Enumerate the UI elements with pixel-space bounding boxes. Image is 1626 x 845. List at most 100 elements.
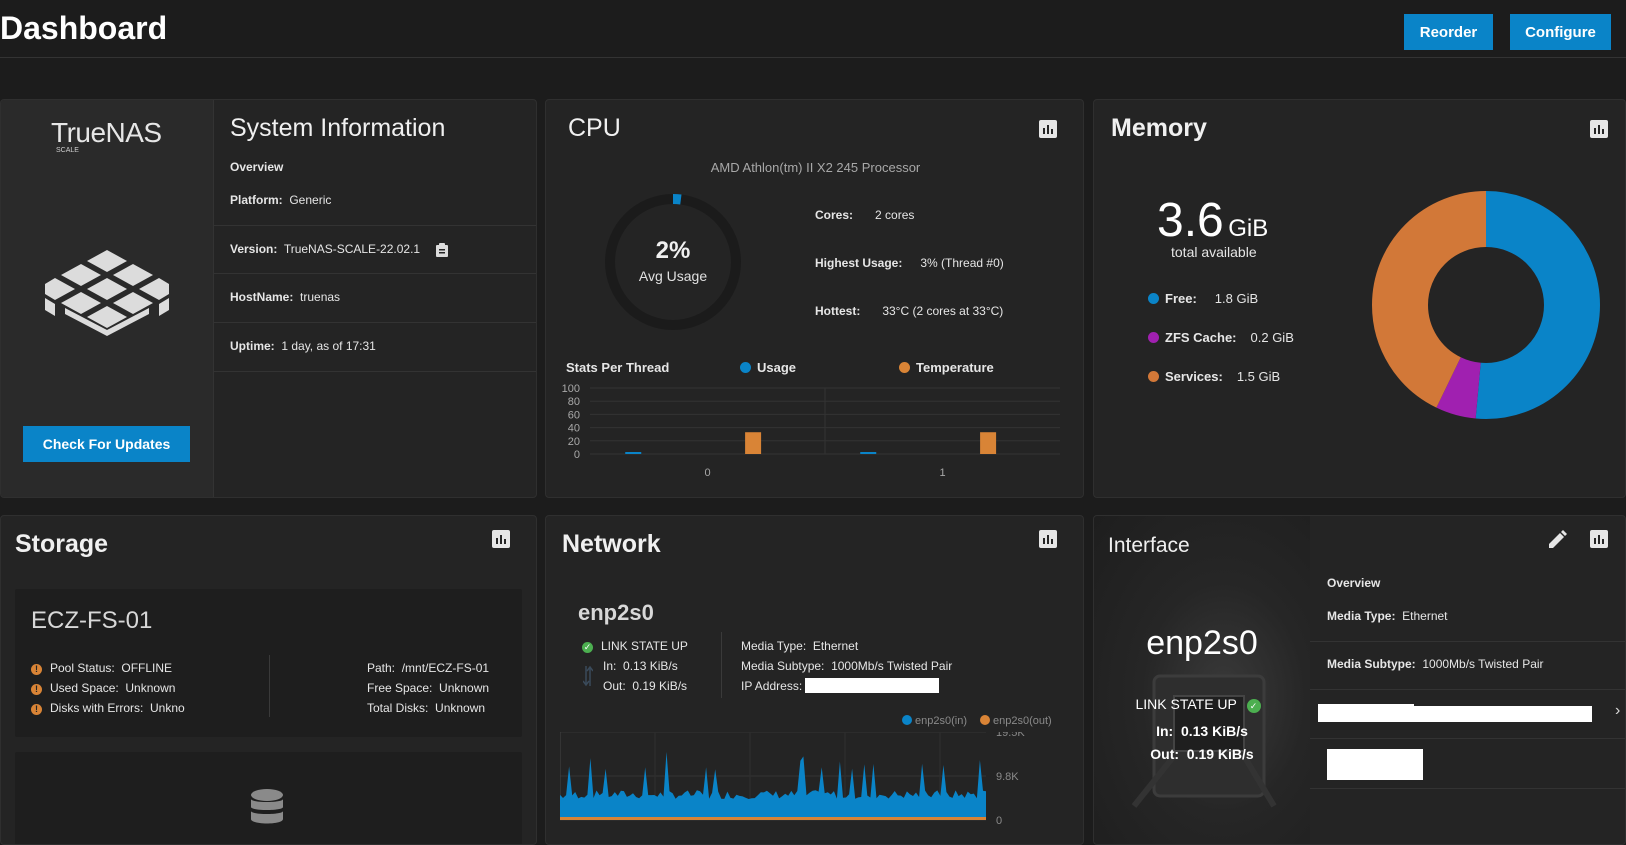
net-media-subtype-row: Media Subtype: 1000Mb/s Twisted Pair <box>741 659 952 673</box>
divider <box>269 655 270 717</box>
network-out-value: 0.19 KiB/s <box>632 679 688 693</box>
cpu-title: CPU <box>568 114 621 142</box>
version-label: Version: <box>230 242 278 256</box>
sysinfo-logo-panel: TrueNAS SCALE Check For Updates <box>1 100 214 497</box>
disks-errors-row: ! Disks with Errors: Unkno <box>31 701 185 715</box>
y-tick-label: 0 <box>996 815 1002 827</box>
memory-free-value: 1.8 GiB <box>1214 291 1259 306</box>
redacted-field <box>1318 704 1414 722</box>
cpu-hottest-value: 33°C (2 cores at 33°C) <box>882 304 1004 318</box>
clipboard-icon[interactable] <box>436 243 448 257</box>
path-value: /mnt/ECZ-FS-01 <box>401 661 490 675</box>
cpu-highest-label: Highest Usage: <box>815 256 903 270</box>
stats-per-thread-title: Stats Per Thread <box>566 360 670 375</box>
memory-free-row: Free: 1.8 GiB <box>1148 291 1258 306</box>
truenas-mark-icon <box>45 250 169 336</box>
cpu-hottest-label: Hottest: <box>815 304 861 318</box>
cpu-cores-value: 2 cores <box>875 208 915 222</box>
memory-services-value: 1.5 GiB <box>1236 369 1281 384</box>
if-media-type-label: Media Type: <box>1327 609 1396 623</box>
bar-usage-thread-0 <box>625 452 642 454</box>
platform-value: Generic <box>289 193 332 207</box>
hostname-value: truenas <box>300 290 341 304</box>
network-in-label: In: <box>603 659 617 673</box>
configure-button[interactable]: Configure <box>1510 14 1611 50</box>
legend-temperature: Temperature <box>899 360 994 375</box>
interface-in-value: 0.13 KiB/s <box>1180 723 1248 739</box>
cpu-reports-icon[interactable] <box>1039 120 1057 138</box>
pool-status-row: ! Pool Status: OFFLINE <box>31 661 172 675</box>
memory-total-caption: total available <box>1171 244 1257 260</box>
truenas-logo-sub: SCALE <box>56 147 79 154</box>
network-in-row: In: 0.13 KiB/s <box>603 659 678 673</box>
storage-reports-icon[interactable] <box>492 530 510 548</box>
series-out-area <box>560 817 986 820</box>
net-legend-out[interactable]: enp2s0(out) <box>980 715 1052 727</box>
platform-row: Platform: Generic <box>230 193 331 207</box>
legend-usage-label: Usage <box>757 360 797 375</box>
y-tick-label: 40 <box>568 423 580 435</box>
y-tick-label: 80 <box>568 396 580 408</box>
cpu-highest-row: Highest Usage: 3% (Thread #0) <box>815 256 1004 270</box>
cpu-usage-gauge <box>605 194 741 330</box>
net-media-type-row: Media Type: Ethernet <box>741 639 858 653</box>
interface-reports-icon[interactable] <box>1590 530 1608 548</box>
memory-title: Memory <box>1111 114 1207 142</box>
network-card: Network enp2s0 ✓ LINK STATE UP In: 0.13 K… <box>545 515 1084 845</box>
reorder-button[interactable]: Reorder <box>1404 14 1493 50</box>
total-disks-label: Total Disks: <box>367 701 429 715</box>
memory-donut-chart <box>1372 191 1600 419</box>
interface-link-state: LINK STATE UP ✓ <box>1094 696 1310 713</box>
net-legend-out-label: enp2s0(out) <box>993 715 1052 727</box>
interface-out-value: 0.19 KiB/s <box>1186 746 1254 762</box>
check-circle-icon: ✓ <box>1246 699 1261 713</box>
version-value: TrueNAS-SCALE-22.02.1 <box>283 242 421 256</box>
storage-card: Storage ECZ-FS-01 ! Pool Status: OFFLINE … <box>0 515 537 845</box>
cpu-usage-caption: Avg Usage <box>638 268 708 284</box>
ethernet-port-image <box>1131 674 1277 808</box>
memory-reports-icon[interactable] <box>1590 120 1608 138</box>
check-for-updates-button[interactable]: Check For Updates <box>23 426 190 462</box>
interface-card: Interface enp2s0 LINK STATE UP ✓ In: 0.1… <box>1093 515 1626 845</box>
series-in-area <box>560 751 986 820</box>
if-media-subtype-label: Media Subtype: <box>1327 657 1416 671</box>
network-iface-name: enp2s0 <box>578 600 654 625</box>
network-in-value: 0.13 KiB/s <box>623 659 678 673</box>
disks-errors-label: Disks with Errors: <box>50 701 144 715</box>
system-information-card: TrueNAS SCALE Check For Updates System I… <box>0 99 537 498</box>
uptime-label: Uptime: <box>230 339 275 353</box>
divider <box>721 632 722 698</box>
net-media-type-value: Ethernet <box>812 639 859 653</box>
memory-card: Memory 3.6 GiB total available Free: 1.8 … <box>1093 99 1626 498</box>
used-space-label: Used Space: <box>50 681 119 695</box>
network-reports-icon[interactable] <box>1039 530 1057 548</box>
bar-usage-thread-1 <box>860 452 877 454</box>
interface-iface-name: enp2s0 <box>1146 624 1258 662</box>
net-legend-in[interactable]: enp2s0(in) <box>902 715 967 727</box>
zfs-legend-dot <box>1148 332 1159 343</box>
memory-zfs-value: 0.2 GiB <box>1250 330 1294 345</box>
cpu-highest-value: 3% (Thread #0) <box>920 256 1004 270</box>
y-tick-label: 0 <box>574 449 580 461</box>
net-ip-row: IP Address: <box>741 678 939 693</box>
divider <box>1310 788 1625 789</box>
edit-pencil-icon[interactable] <box>1547 530 1567 550</box>
path-row: Path: /mnt/ECZ-FS-01 <box>367 661 489 675</box>
chevron-right-icon[interactable]: › <box>1615 702 1621 719</box>
net-media-subtype-value: 1000Mb/s Twisted Pair <box>831 659 953 673</box>
redacted-field <box>1414 706 1592 722</box>
pool-status-value: OFFLINE <box>121 661 173 675</box>
total-disks-row: Total Disks: Unknown <box>367 701 485 715</box>
used-space-value: Unknown <box>125 681 176 695</box>
warning-icon: ! <box>31 704 42 715</box>
pool-panel: ECZ-FS-01 ! Pool Status: OFFLINE ! Used Sp… <box>15 589 522 737</box>
memory-total-value: 3.6 <box>1157 194 1224 247</box>
y-tick-label: 20 <box>568 436 580 448</box>
interface-out-label: Out: <box>1150 746 1180 762</box>
bar-temperature-thread-0 <box>745 432 762 454</box>
divider <box>214 225 536 226</box>
memory-free-label: Free: <box>1165 291 1197 306</box>
network-out-row: Out: 0.19 KiB/s <box>603 679 687 693</box>
disks-errors-value: Unkno <box>150 701 185 715</box>
